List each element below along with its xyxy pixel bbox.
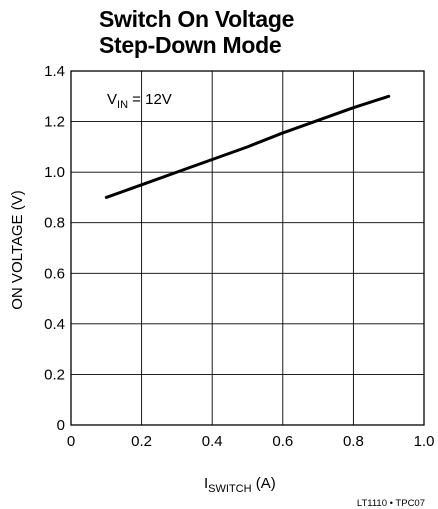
y-tick-label: 0.6 xyxy=(44,265,65,282)
plot-frame xyxy=(70,70,425,426)
y-tick-label: 1.2 xyxy=(44,114,65,131)
x-tick-labels: 0 0.2 0.4 0.6 0.8 1.0 xyxy=(67,433,435,450)
y-tick-labels: 0 0.2 0.4 0.6 0.8 1.0 1.2 1.4 xyxy=(44,63,65,434)
annotation-main: V xyxy=(107,91,117,108)
y-axis-title: ON VOLTAGE (V) xyxy=(9,190,26,309)
x-tick-label: 0 xyxy=(67,433,75,450)
annotation-value: = 12V xyxy=(128,91,172,108)
figure-code: LT1110 • TPC07 xyxy=(357,498,425,509)
x-axis-title: ISWITCH (A) xyxy=(204,475,276,495)
x-tick-label: 1.0 xyxy=(414,433,435,450)
y-tick-label: 0.4 xyxy=(44,316,65,333)
y-tick-label: 1.4 xyxy=(44,63,65,80)
series-layer xyxy=(104,94,391,199)
grid xyxy=(70,70,425,426)
x-tick-label: 0.8 xyxy=(343,433,364,450)
x-tick-label: 0.2 xyxy=(131,433,152,450)
series-line xyxy=(104,94,391,199)
y-tick-label: 0 xyxy=(57,417,65,434)
y-tick-label: 0.2 xyxy=(44,366,65,383)
x-axis-title-unit: (A) xyxy=(252,475,276,492)
y-tick-label: 1.0 xyxy=(44,164,65,181)
vin-annotation: VIN = 12V xyxy=(107,91,172,111)
x-tick-label: 0.4 xyxy=(202,433,223,450)
annotation-subscript: IN xyxy=(117,99,128,111)
chart-title-line2: Step-Down Mode xyxy=(99,32,282,58)
chart-title-line1: Switch On Voltage xyxy=(99,6,295,32)
y-tick-label: 0.8 xyxy=(44,215,65,232)
x-tick-label: 0.6 xyxy=(272,433,293,450)
x-axis-title-main: I xyxy=(204,475,208,492)
x-axis-title-subscript: SWITCH xyxy=(208,483,251,495)
